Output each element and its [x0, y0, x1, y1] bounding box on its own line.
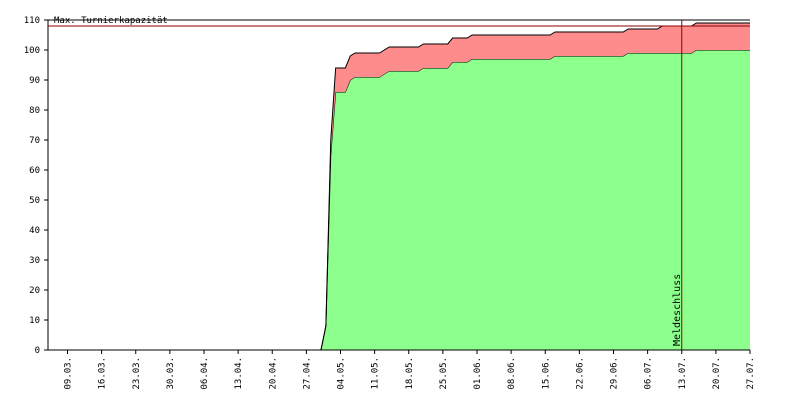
x-tick-label: 23.03.	[132, 357, 142, 390]
capacity-label: Max. Turnierkapazität	[54, 16, 168, 26]
y-tick-label: 50	[29, 196, 40, 206]
x-tick-label: 09.03.	[64, 357, 74, 390]
x-tick-label: 13.07.	[678, 357, 688, 390]
y-tick-label: 70	[29, 136, 40, 146]
x-tick-label: 01.06.	[473, 357, 483, 390]
x-tick-label: 20.07.	[712, 357, 722, 390]
y-tick-label: 30	[29, 256, 40, 266]
x-tick-label: 22.06.	[575, 357, 585, 390]
x-tick-label: 16.03.	[98, 357, 108, 390]
x-tick-label: 27.04.	[302, 357, 312, 390]
x-tick-label: 13.04.	[234, 357, 244, 390]
area	[48, 50, 750, 350]
y-tick-label: 20	[29, 286, 40, 296]
y-tick-label: 0	[35, 346, 40, 356]
y-tick-label: 90	[29, 76, 40, 86]
y-tick-label: 60	[29, 166, 40, 176]
x-tick-label: 20.04.	[268, 357, 278, 390]
x-tick-label: 27.07.	[746, 357, 756, 390]
y-tick-label: 80	[29, 106, 40, 116]
x-tick-label: 15.06.	[541, 357, 551, 390]
y-tick-label: 10	[29, 316, 40, 326]
x-tick-label: 06.07.	[644, 357, 654, 390]
x-tick-label: 08.06.	[507, 357, 517, 390]
x-tick-label: 18.05.	[405, 357, 415, 390]
y-tick-label: 110	[24, 16, 40, 26]
deadline-label: Meldeschluss	[672, 274, 683, 346]
x-tick-label: 25.05.	[439, 357, 449, 390]
y-tick-label: 40	[29, 226, 40, 236]
x-tick-label: 30.03.	[166, 357, 176, 390]
x-tick-label: 11.05.	[371, 357, 381, 390]
y-tick-label: 100	[24, 46, 40, 56]
area-line	[48, 22, 750, 351]
x-tick-label: 29.06.	[610, 357, 620, 390]
x-tick-label: 06.04.	[200, 357, 210, 390]
x-tick-label: 04.05.	[337, 357, 347, 390]
